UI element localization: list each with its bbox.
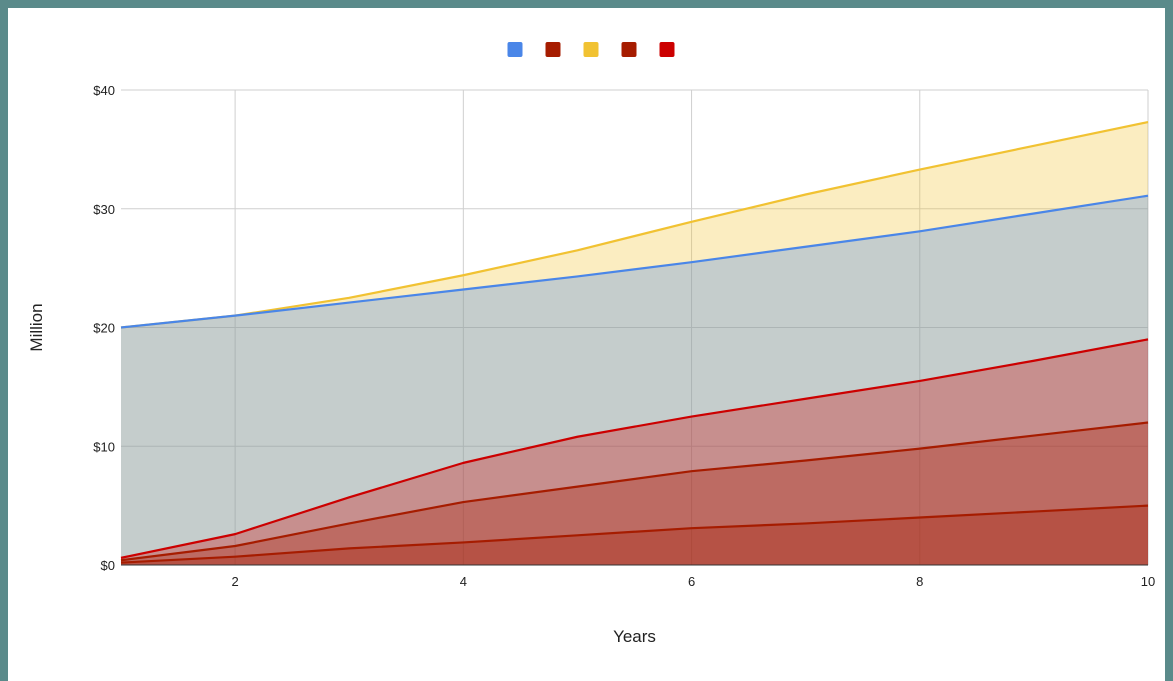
y-axis-title: Million <box>27 303 46 351</box>
x-axis-title: Years <box>613 627 656 646</box>
grid <box>121 89 1149 566</box>
line-series-2 <box>120 504 1149 564</box>
y-tick-label: $0 <box>101 558 115 573</box>
legend-swatch-2 <box>545 42 561 57</box>
y-tick-label: $10 <box>93 439 115 454</box>
y-tick-labels: $0 $10 $20 $30 $40 <box>93 83 115 573</box>
legend-swatch-1 <box>507 42 523 57</box>
y-tick-label: $30 <box>93 202 115 217</box>
line-series-4 <box>120 421 1149 562</box>
chart-frame: 2 4 6 8 10 $0 $10 $20 $30 $40 Years Million <box>8 8 1165 681</box>
y-tick-label: $40 <box>93 83 115 98</box>
line-series-5 <box>120 338 1149 559</box>
x-tick-label: 10 <box>1141 574 1155 589</box>
area-series-4 <box>121 422 1148 565</box>
area-series-2 <box>121 505 1148 565</box>
x-tick-label: 8 <box>916 574 923 589</box>
x-tick-label: 2 <box>231 574 238 589</box>
legend-swatch-5 <box>659 42 675 57</box>
y-tick-label: $20 <box>93 321 115 336</box>
series-areas <box>121 122 1148 565</box>
legend-swatch-4 <box>621 42 637 57</box>
legend-swatch-3 <box>583 42 599 57</box>
legend <box>507 42 675 57</box>
area-chart: 2 4 6 8 10 $0 $10 $20 $30 $40 Years Million <box>27 42 1155 646</box>
line-series-3 <box>120 120 1149 329</box>
line-series-1 <box>120 194 1149 329</box>
series-lines <box>120 120 1149 564</box>
x-tick-label: 4 <box>460 574 467 589</box>
area-series-1 <box>121 195 1148 565</box>
area-series-3 <box>121 122 1148 565</box>
x-tick-label: 6 <box>688 574 695 589</box>
area-series-5 <box>121 339 1148 565</box>
x-tick-labels: 2 4 6 8 10 <box>231 574 1155 589</box>
